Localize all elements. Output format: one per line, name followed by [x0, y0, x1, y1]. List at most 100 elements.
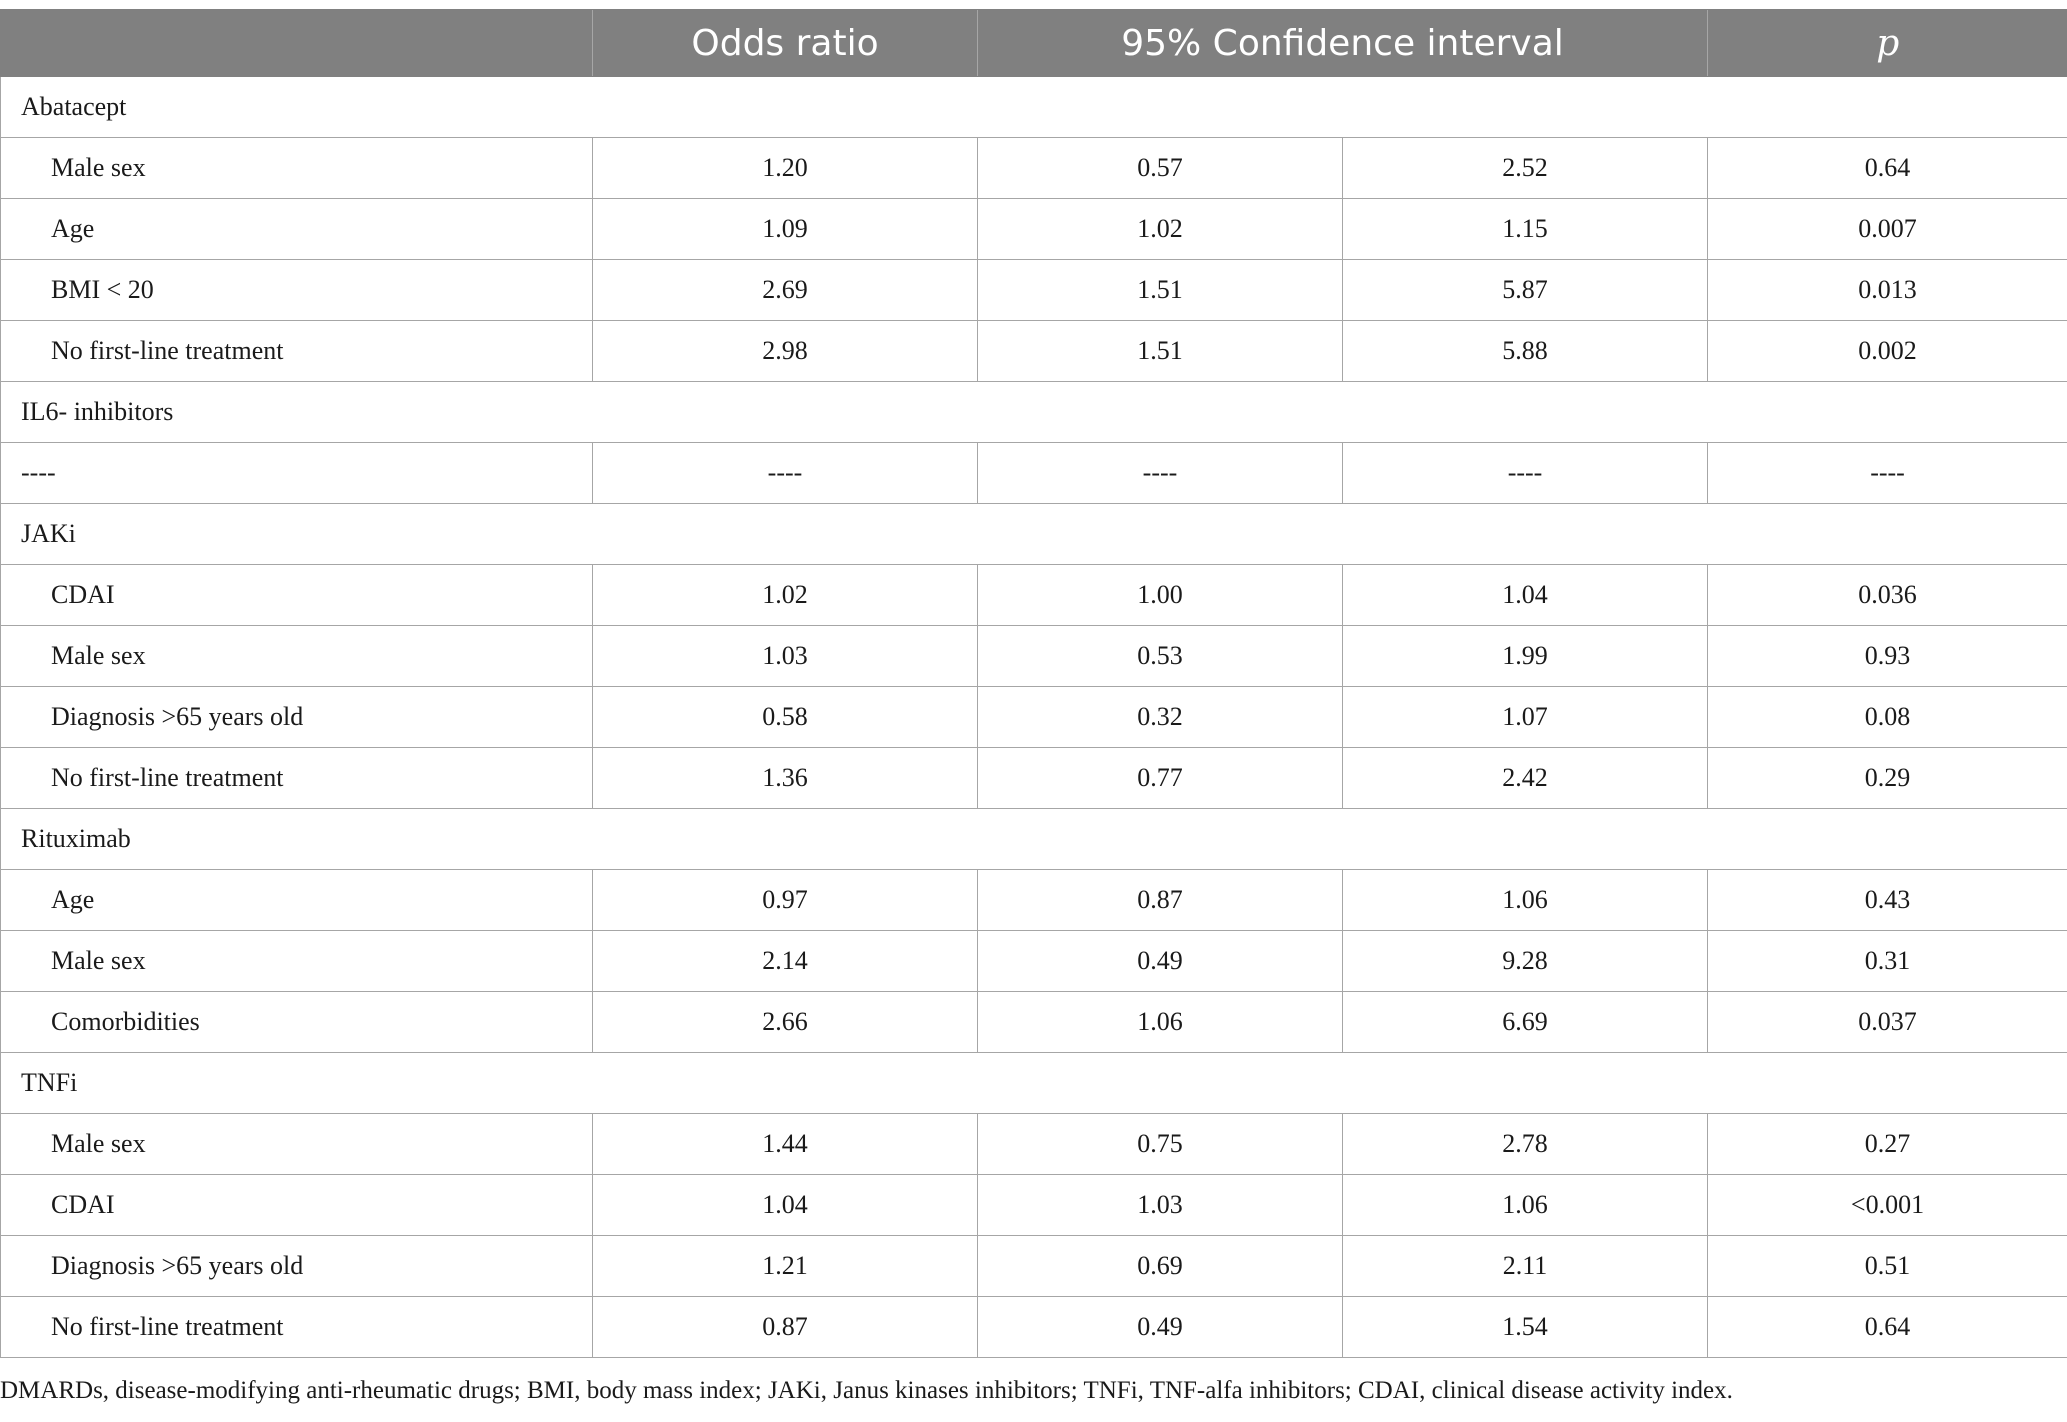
ci-upper-cell: ----: [1341, 442, 1709, 504]
table-row: No first-line treatment 1.36 0.77 2.42 0.29: [0, 747, 2067, 809]
group-row: JAKi: [0, 503, 2067, 565]
row-label: Male sex: [0, 1113, 593, 1175]
row-label: CDAI: [0, 564, 593, 626]
ci-lower-cell: 0.69: [977, 1235, 1343, 1297]
p-value-cell: 0.27: [1707, 1113, 2067, 1175]
row-label: BMI < 20: [0, 259, 593, 321]
odds-ratio-cell: 1.03: [592, 625, 978, 687]
p-value-cell: 0.002: [1707, 320, 2067, 382]
ci-upper-cell: 5.88: [1341, 320, 1709, 382]
ci-lower-cell: 1.06: [977, 991, 1343, 1053]
table-row: Diagnosis >65 years old 1.21 0.69 2.11 0.51: [0, 1235, 2067, 1297]
group-row: Rituximab: [0, 808, 2067, 870]
table-row: No first-line treatment 0.87 0.49 1.54 0.64: [0, 1296, 2067, 1358]
odds-ratio-cell: 1.36: [592, 747, 978, 809]
odds-ratio-cell: 1.44: [592, 1113, 978, 1175]
odds-ratio-cell: 0.97: [592, 869, 978, 931]
table-row: Age 1.09 1.02 1.15 0.007: [0, 198, 2067, 260]
row-label: Diagnosis >65 years old: [0, 1235, 593, 1297]
row-label: Age: [0, 869, 593, 931]
ci-upper-cell: 2.78: [1341, 1113, 1709, 1175]
table-footnote: DMARDs, disease-modifying anti-rheumatic…: [0, 1377, 1733, 1404]
ci-lower-cell: 0.49: [977, 930, 1343, 992]
ci-lower-cell: 1.51: [977, 259, 1343, 321]
row-label: Male sex: [0, 137, 593, 199]
row-label: No first-line treatment: [0, 1296, 593, 1358]
odds-ratio-cell: 1.21: [592, 1235, 978, 1297]
table-row: ---- ---- ---- ---- ----: [0, 442, 2067, 504]
group-label: JAKi: [0, 503, 2067, 565]
group-row: TNFi: [0, 1052, 2067, 1114]
header-p-value: p: [1707, 9, 2067, 77]
table-row: BMI < 20 2.69 1.51 5.87 0.013: [0, 259, 2067, 321]
odds-ratio-cell: 0.87: [592, 1296, 978, 1358]
ci-upper-cell: 1.07: [1341, 686, 1709, 748]
ci-lower-cell: ----: [977, 442, 1343, 504]
p-value-cell: <0.001: [1707, 1174, 2067, 1236]
row-label: Diagnosis >65 years old: [0, 686, 593, 748]
ci-lower-cell: 0.75: [977, 1113, 1343, 1175]
ci-upper-cell: 2.52: [1341, 137, 1709, 199]
ci-upper-cell: 1.06: [1341, 1174, 1709, 1236]
ci-upper-cell: 6.69: [1341, 991, 1709, 1053]
ci-lower-cell: 0.32: [977, 686, 1343, 748]
header-odds-ratio: Odds ratio: [592, 9, 978, 77]
odds-ratio-cell: ----: [592, 442, 978, 504]
odds-ratio-cell: 2.66: [592, 991, 978, 1053]
ci-lower-cell: 1.03: [977, 1174, 1343, 1236]
group-label: Rituximab: [0, 808, 2067, 870]
odds-ratio-cell: 1.09: [592, 198, 978, 260]
ci-lower-cell: 0.87: [977, 869, 1343, 931]
table-row: No first-line treatment 2.98 1.51 5.88 0.002: [0, 320, 2067, 382]
row-label: No first-line treatment: [0, 747, 593, 809]
table-row: Comorbidities 2.66 1.06 6.69 0.037: [0, 991, 2067, 1053]
odds-ratio-cell: 1.20: [592, 137, 978, 199]
ci-lower-cell: 1.00: [977, 564, 1343, 626]
odds-ratio-table: Odds ratio 95% Confidence interval p Aba…: [0, 9, 2067, 1358]
results-table-container: Odds ratio 95% Confidence interval p Aba…: [0, 9, 2067, 1358]
row-label: ----: [0, 442, 593, 504]
ci-upper-cell: 5.87: [1341, 259, 1709, 321]
table-row: Male sex 1.44 0.75 2.78 0.27: [0, 1113, 2067, 1175]
ci-lower-cell: 0.77: [977, 747, 1343, 809]
odds-ratio-cell: 2.14: [592, 930, 978, 992]
header-confidence-interval: 95% Confidence interval: [976, 9, 1708, 77]
row-label: CDAI: [0, 1174, 593, 1236]
ci-lower-cell: 1.51: [977, 320, 1343, 382]
table-row: CDAI 1.04 1.03 1.06 <0.001: [0, 1174, 2067, 1236]
row-label: Male sex: [0, 930, 593, 992]
ci-lower-cell: 0.57: [977, 137, 1343, 199]
ci-upper-cell: 1.06: [1341, 869, 1709, 931]
p-value-cell: 0.29: [1707, 747, 2067, 809]
odds-ratio-cell: 2.98: [592, 320, 978, 382]
p-value-cell: 0.08: [1707, 686, 2067, 748]
table-header-row: Odds ratio 95% Confidence interval p: [0, 9, 2067, 77]
ci-upper-cell: 1.04: [1341, 564, 1709, 626]
table-row: CDAI 1.02 1.00 1.04 0.036: [0, 564, 2067, 626]
p-value-cell: 0.64: [1707, 1296, 2067, 1358]
p-value-cell: 0.64: [1707, 137, 2067, 199]
row-label: No first-line treatment: [0, 320, 593, 382]
group-row: IL6- inhibitors: [0, 381, 2067, 443]
p-value-cell: 0.51: [1707, 1235, 2067, 1297]
row-label: Age: [0, 198, 593, 260]
ci-upper-cell: 1.15: [1341, 198, 1709, 260]
p-value-cell: 0.007: [1707, 198, 2067, 260]
p-value-cell: 0.31: [1707, 930, 2067, 992]
table-row: Male sex 1.03 0.53 1.99 0.93: [0, 625, 2067, 687]
ci-lower-cell: 1.02: [977, 198, 1343, 260]
ci-upper-cell: 2.42: [1341, 747, 1709, 809]
ci-lower-cell: 0.49: [977, 1296, 1343, 1358]
group-label: Abatacept: [0, 76, 2067, 138]
table-row: Male sex 2.14 0.49 9.28 0.31: [0, 930, 2067, 992]
p-value-cell: ----: [1707, 442, 2067, 504]
p-value-cell: 0.036: [1707, 564, 2067, 626]
odds-ratio-cell: 2.69: [592, 259, 978, 321]
odds-ratio-cell: 1.04: [592, 1174, 978, 1236]
row-label: Male sex: [0, 625, 593, 687]
p-value-cell: 0.93: [1707, 625, 2067, 687]
p-value-cell: 0.43: [1707, 869, 2067, 931]
ci-upper-cell: 1.54: [1341, 1296, 1709, 1358]
ci-upper-cell: 1.99: [1341, 625, 1709, 687]
table-body: Abatacept Male sex 1.20 0.57 2.52 0.64 Age 1.09…: [0, 76, 2067, 1358]
